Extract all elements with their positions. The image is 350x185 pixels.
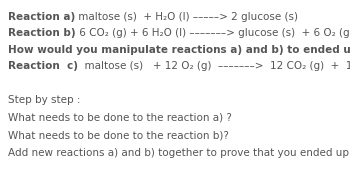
Text: 6 CO₂ (g) + 6 H₂O (l) –––––––> glucose (s)  + 6 O₂ (g): 6 CO₂ (g) + 6 H₂O (l) –––––––> glucose (… (76, 28, 350, 38)
Text: What needs to be done to the reaction b)?: What needs to be done to the reaction b)… (8, 130, 229, 140)
Text: Step by step :: Step by step : (8, 95, 80, 105)
Text: Reaction a): Reaction a) (8, 12, 75, 22)
Text: What needs to be done to the reaction a) ?: What needs to be done to the reaction a)… (8, 113, 232, 123)
Text: How would you manipulate reactions a) and b) to ended up with the reaction c) ?: How would you manipulate reactions a) an… (8, 45, 350, 55)
Text: maltose (s)  + H₂O (l) –––––> 2 glucose (s): maltose (s) + H₂O (l) –––––> 2 glucose (… (75, 12, 298, 22)
Text: Add new reactions a) and b) together to prove that you ended up with the reactio: Add new reactions a) and b) together to … (8, 148, 350, 158)
Text: Reaction b): Reaction b) (8, 28, 76, 38)
Text: Reaction  c): Reaction c) (8, 61, 78, 71)
Text: maltose (s)   + 12 O₂ (g)  –––––––>  12 CO₂ (g)  +  11 H₂O (l): maltose (s) + 12 O₂ (g) –––––––> 12 CO₂ … (78, 61, 350, 71)
